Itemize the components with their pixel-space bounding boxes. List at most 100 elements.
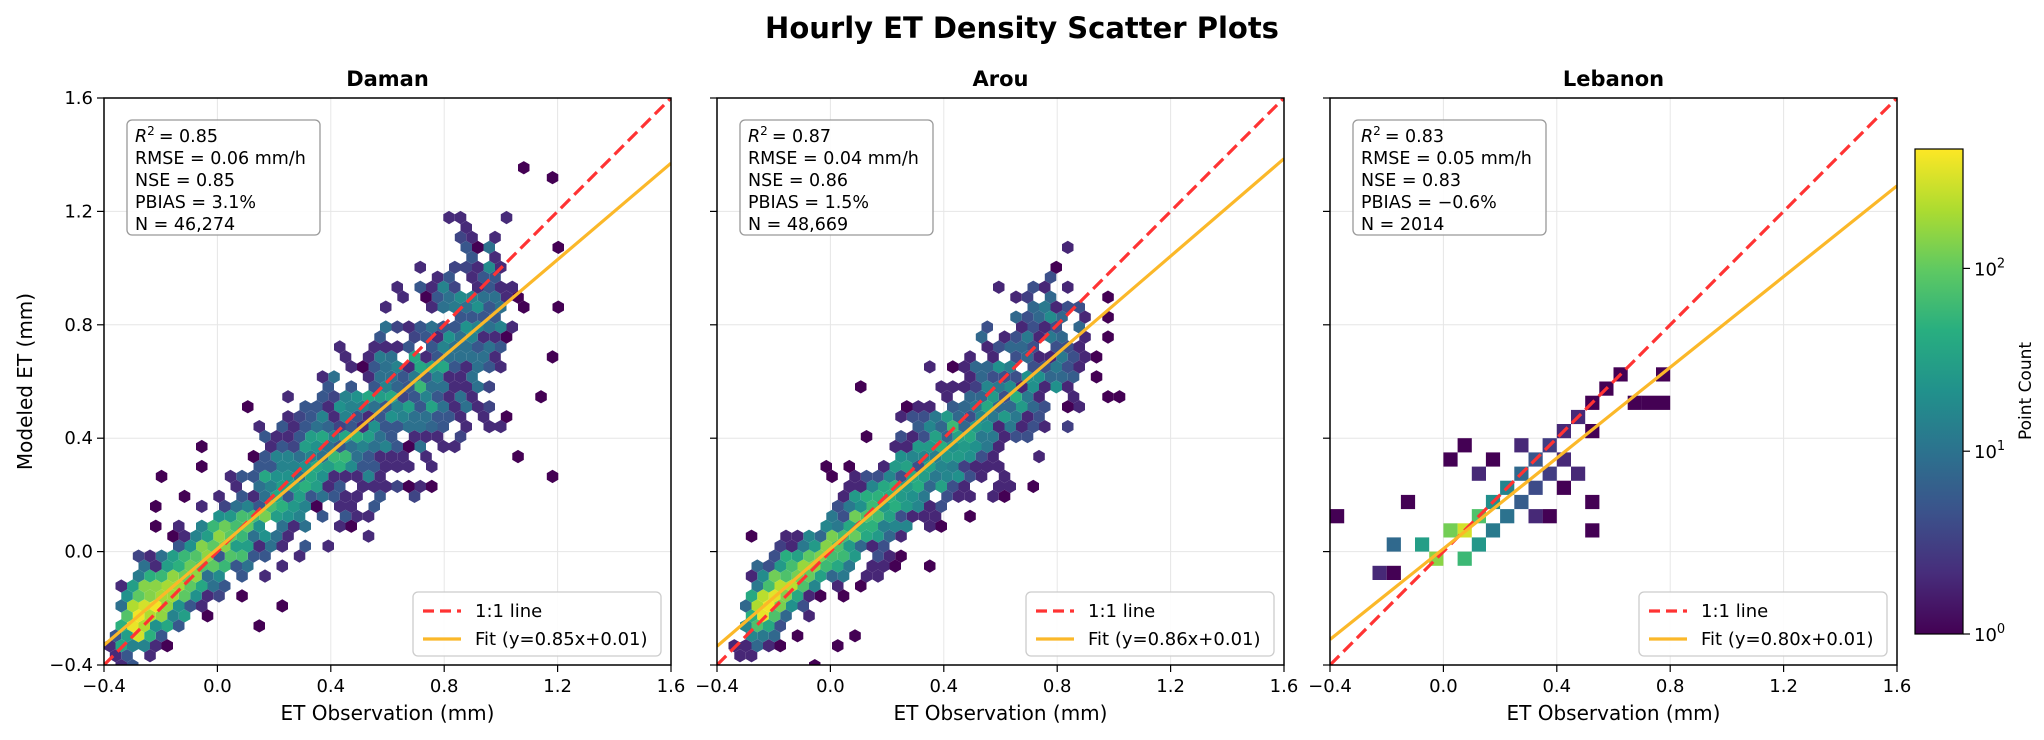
density-cell (1471, 537, 1486, 552)
hexbin (437, 340, 449, 354)
hexbin (803, 569, 815, 583)
hexbin (895, 529, 907, 543)
hexbin (173, 559, 185, 573)
hexbin (207, 559, 219, 573)
y-axis-label: Modeled ET (mm) (13, 293, 37, 470)
hexbin (219, 499, 231, 513)
one-to-one-line (1330, 98, 1897, 665)
hexbin (196, 499, 208, 513)
hexbin (941, 410, 953, 424)
hexbin (247, 469, 260, 484)
hexbin (173, 619, 185, 633)
hexbin (1062, 240, 1074, 254)
x-tick-label: 1.2 (543, 676, 572, 697)
hexbin (178, 549, 191, 563)
hexbin (495, 320, 507, 334)
hexbin (270, 449, 283, 464)
hexbin (391, 360, 403, 374)
panel-daman: −0.4 0.0 0.4 0.8 1.2 1.6 −0.4 0.0 0.4 0.8 1.2 1.6 Da… (13, 67, 685, 725)
hexbin (489, 350, 501, 364)
hexbin (144, 569, 156, 583)
hexbin (472, 360, 484, 374)
hexbin (763, 579, 775, 593)
hexbin (219, 559, 231, 573)
hexbin (368, 360, 380, 374)
hexbin (236, 589, 248, 603)
hexbin (299, 519, 311, 533)
legend: 1:1 line Fit (y=0.86x+0.01) (1025, 591, 1275, 657)
hexbin (883, 469, 896, 484)
hexbin (385, 410, 398, 424)
hexbin (768, 569, 781, 583)
hexbin (918, 410, 930, 424)
hexbin (374, 489, 386, 503)
hexbin (253, 519, 265, 533)
hexbin (403, 340, 415, 354)
hexbin (970, 380, 982, 394)
hexbin (259, 549, 271, 563)
hexbin (786, 539, 798, 553)
hexbin (837, 489, 850, 503)
hexbin (230, 539, 242, 553)
hexbin (420, 350, 432, 364)
hexbin (901, 459, 913, 474)
hexbin (993, 280, 1005, 294)
x-tick-label: 0.8 (1043, 676, 1072, 697)
hexbin (219, 579, 231, 593)
hexbin (334, 519, 346, 533)
hexbin (837, 509, 850, 523)
density-cell (1471, 466, 1486, 481)
hexbin (1062, 420, 1074, 434)
x-tick-label: 1.6 (657, 676, 686, 697)
hexbin (849, 629, 861, 643)
hexbin (757, 629, 769, 643)
colorbar-label: Point Count (2016, 342, 2036, 440)
hexbin (230, 479, 242, 494)
hexbin (860, 529, 873, 543)
hexbin (964, 489, 976, 503)
hexbin (757, 569, 769, 583)
hexbin (901, 439, 913, 454)
hexbin (391, 479, 403, 494)
y-tick-label: 0.4 (64, 428, 93, 449)
hexbin (1102, 390, 1114, 404)
hexbin (449, 260, 461, 274)
hexbin (426, 380, 438, 394)
hexbin (947, 360, 959, 374)
hexbin (362, 509, 375, 523)
hexbin (305, 430, 317, 444)
hexbin (895, 469, 907, 484)
hexbin (460, 360, 472, 374)
hexbin (334, 459, 346, 474)
hexbin (500, 210, 513, 225)
hexbin (1039, 320, 1051, 334)
hexbin (201, 589, 214, 603)
hexbin (236, 549, 248, 563)
hexbin (368, 459, 380, 474)
hexbin (483, 360, 495, 374)
hexbin (878, 459, 890, 474)
density-cell (1330, 509, 1345, 524)
hexbin (236, 509, 248, 523)
hexbin (316, 430, 329, 444)
hexbin (866, 539, 878, 553)
density-cell (1528, 480, 1543, 495)
hexbin (906, 410, 919, 424)
hexbin (144, 609, 156, 623)
hexbin (460, 320, 472, 334)
hexbin (466, 350, 478, 364)
hexbin (1039, 400, 1051, 414)
panel-title: Daman (346, 67, 429, 91)
hexbin (820, 459, 832, 474)
density-cell (1415, 537, 1430, 552)
hexbin (958, 459, 970, 474)
hexbin (276, 459, 288, 474)
hexbin (993, 360, 1005, 374)
hexbin (889, 519, 901, 533)
hexbin (843, 559, 855, 573)
density-cell (1542, 466, 1557, 481)
hexbin (477, 350, 490, 364)
hexbin (322, 459, 334, 474)
density-cell (1457, 551, 1472, 566)
